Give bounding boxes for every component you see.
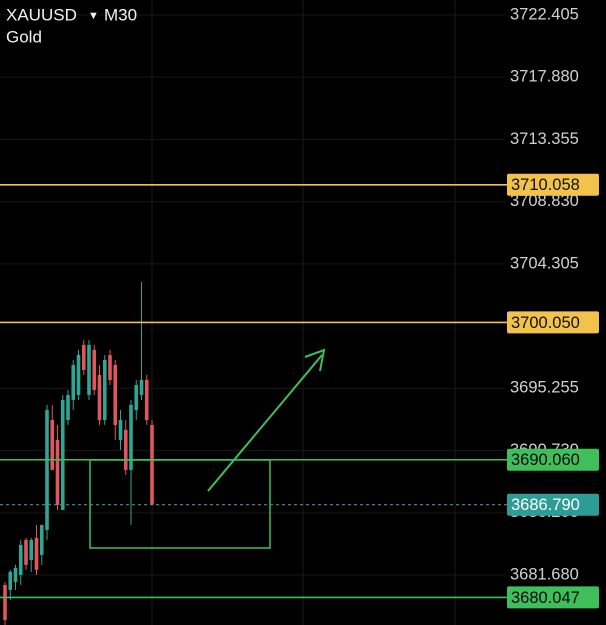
candle-body: [144, 380, 149, 421]
candle-body: [92, 349, 97, 390]
candle-body: [81, 344, 86, 370]
arrow-head: [304, 348, 326, 372]
y-tick-label: 3695.255: [510, 379, 579, 397]
candle-body: [29, 539, 34, 560]
candle-body: [102, 359, 107, 421]
candle-body: [71, 365, 76, 400]
levels: 3710.058 3700.050 3690.060 3686.790 3680.047: [0, 173, 599, 609]
candle-body: [118, 420, 123, 440]
price-badge: [507, 493, 599, 516]
price-badge-label: 3686.790: [511, 496, 580, 514]
y-tick-label: 3717.880: [510, 68, 579, 86]
candle-body: [55, 439, 60, 505]
y-tick-label: 3722.405: [510, 5, 579, 23]
price-badge-label: 3700.050: [511, 314, 580, 332]
zone-rectangle: [89, 459, 271, 549]
price-axis: 3722.405 3717.880 3713.355 3708.830 3704.305…: [0, 5, 579, 583]
candle-body: [34, 537, 39, 570]
candle-body: [134, 384, 139, 410]
price-badge-label: 3710.058: [511, 176, 580, 194]
candle-body: [50, 420, 55, 470]
candle-body: [113, 365, 118, 425]
candle-body: [3, 584, 7, 621]
candles: [3, 281, 154, 625]
candle-body: [13, 567, 18, 582]
header: XAUUSD ▼ M30 Gold: [6, 5, 137, 46]
candle-body: [24, 539, 28, 565]
y-tick-label: 3713.355: [510, 130, 579, 148]
price-badge-label: 3680.047: [511, 589, 580, 607]
timeframe[interactable]: M30: [104, 5, 137, 24]
price-badge: [507, 586, 599, 609]
candle-body: [8, 571, 13, 590]
candle-body: [39, 524, 44, 555]
symbol: XAUUSD: [6, 5, 77, 24]
candle-body: [129, 404, 133, 470]
grid: [151, 0, 456, 625]
candle-body: [139, 380, 144, 395]
dropdown-icon[interactable]: ▼: [88, 10, 99, 22]
y-tick-label: 3681.680: [510, 565, 579, 583]
candle-body: [66, 394, 70, 421]
price-badge: [507, 173, 599, 196]
candle-body: [45, 409, 49, 530]
candle-body: [123, 429, 128, 470]
y-tick-label: 3704.305: [510, 254, 579, 272]
candle-body: [87, 344, 91, 395]
candle-body: [60, 399, 65, 510]
candle-body: [108, 354, 112, 381]
candle-body: [150, 424, 154, 505]
price-badge: [507, 311, 599, 334]
price-badge: [507, 448, 599, 471]
arrow-line: [207, 354, 323, 492]
y-tick-label: 3708.830: [510, 192, 579, 210]
subtitle: Gold: [6, 27, 42, 46]
price-badge-label: 3690.060: [511, 451, 580, 469]
candle-body: [76, 354, 81, 395]
candle-body: [18, 544, 23, 575]
candle-body: [97, 374, 102, 421]
